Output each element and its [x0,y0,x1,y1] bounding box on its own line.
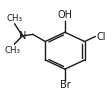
Text: OH: OH [57,10,72,20]
Text: Cl: Cl [95,32,105,42]
Text: Br: Br [59,80,70,90]
Text: N: N [19,31,26,41]
Text: CH₃: CH₃ [5,46,21,55]
Text: CH₃: CH₃ [6,14,22,23]
